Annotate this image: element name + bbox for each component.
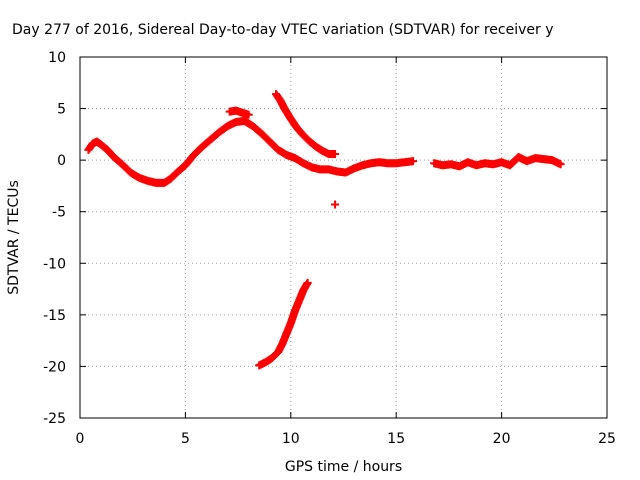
y-axis-label: SDTVAR / TECUs	[6, 180, 22, 295]
x-tick-label: 0	[76, 431, 85, 447]
y-tick-label: -25	[43, 411, 66, 427]
plot-frame	[79, 56, 608, 419]
grid	[80, 57, 607, 418]
y-tick-label: -15	[43, 308, 66, 324]
data-point	[303, 278, 312, 287]
x-tick-label: 15	[387, 431, 405, 447]
data-point	[244, 110, 253, 119]
x-tick-label: 5	[181, 431, 190, 447]
x-tick-label: 20	[493, 431, 511, 447]
y-tick-label: -20	[43, 359, 66, 375]
data-point	[556, 160, 565, 169]
y-tick-label: -5	[52, 205, 66, 221]
x-tick-label: 10	[282, 431, 300, 447]
axis-ticks: 0 5 10 15 20 25 -25 -20 -15 -10 -5 0 5 10	[43, 50, 616, 447]
y-tick-label: 5	[57, 102, 66, 118]
data-points	[84, 90, 565, 370]
data-point	[409, 157, 418, 166]
x-axis-label: GPS time / hours	[285, 459, 402, 475]
x-tick-label: 25	[598, 431, 616, 447]
y-tick-label: -10	[43, 256, 66, 272]
y-tick-label: 10	[48, 50, 66, 66]
data-point	[331, 200, 340, 209]
data-point	[331, 149, 340, 158]
y-tick-label: 0	[57, 153, 66, 169]
chart-title: Day 277 of 2016, Sidereal Day-to-day VTE…	[12, 22, 554, 38]
